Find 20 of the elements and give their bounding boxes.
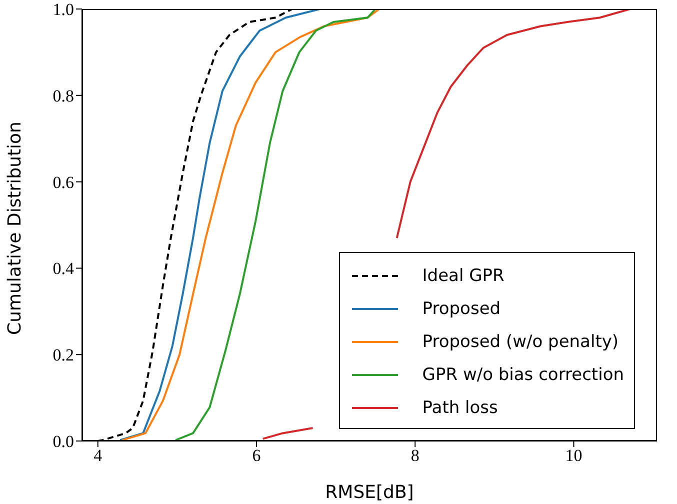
y-tick-label: 0.2 (52, 346, 74, 365)
line-series (119, 9, 321, 441)
legend-label: GPR w/o bias correction (422, 364, 624, 384)
x-tick-label: 4 (94, 446, 103, 466)
y-tick-label: 0.6 (52, 172, 74, 192)
legend-label: Path loss (422, 398, 498, 418)
y-tick-label: 0.4 (52, 259, 74, 278)
x-axis-title: RMSE[dB] (325, 482, 414, 503)
y-tick-label: 0.8 (52, 86, 74, 106)
line-series (121, 9, 380, 441)
legend-label: Proposed (422, 298, 501, 318)
y-axis-title: Cumulative Distribution (4, 122, 26, 335)
legend-label: Ideal GPR (422, 266, 504, 286)
legend-label: Proposed (w/o penalty) (422, 332, 619, 352)
x-tick-label: 8 (410, 446, 420, 466)
x-tick-label: 6 (252, 446, 261, 466)
y-tick-label: 1.0 (52, 0, 74, 20)
y-tick-label: 0.0 (52, 432, 74, 452)
line-series (174, 9, 376, 441)
x-tick-label: 10 (565, 446, 582, 466)
